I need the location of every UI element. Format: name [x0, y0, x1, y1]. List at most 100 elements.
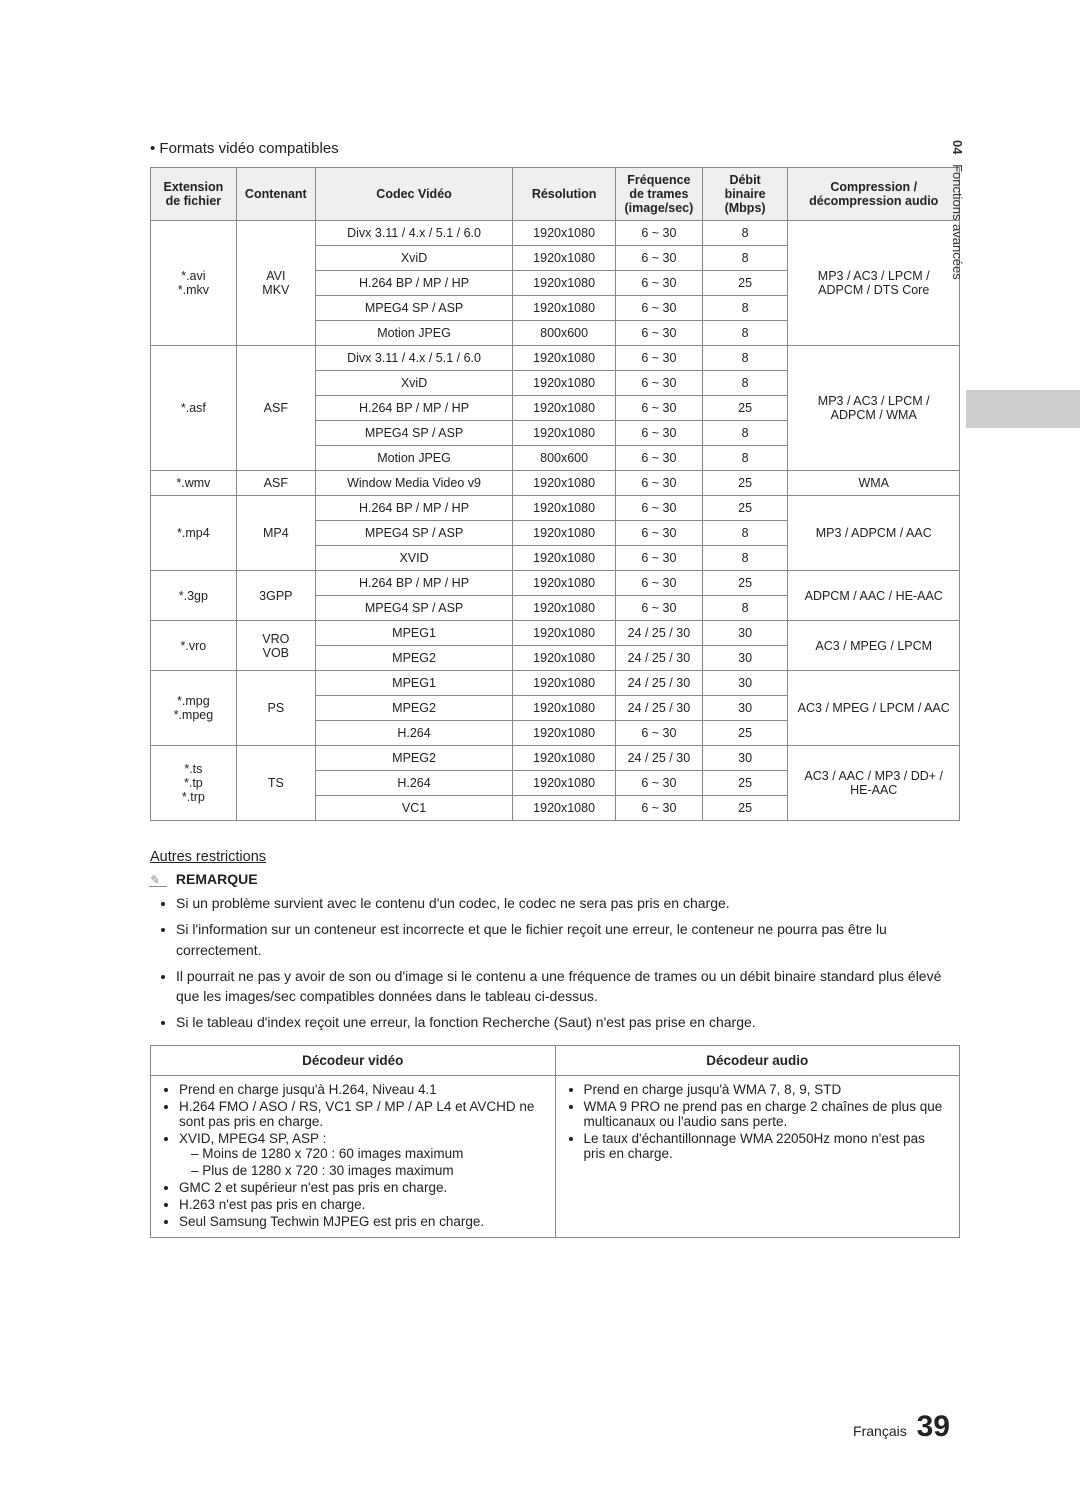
cell-mbps: 25	[702, 796, 788, 821]
audio-decoder-header: Décodeur audio	[555, 1045, 960, 1075]
cell-container: AVIMKV	[236, 221, 315, 346]
cell-extension: *.wmv	[151, 471, 237, 496]
video-decoder-cell: Prend en charge jusqu'à H.264, Niveau 4.…	[151, 1075, 556, 1237]
cell-fps: 6 ~ 30	[616, 371, 703, 396]
cell-mbps: 8	[702, 246, 788, 271]
cell-mbps: 25	[702, 721, 788, 746]
cell-extension: *.ts*.tp*.trp	[151, 746, 237, 821]
table-row: *.vroVROVOBMPEG11920x108024 / 25 / 3030A…	[151, 621, 960, 646]
other-restrictions-title: Autres restrictions	[150, 849, 960, 865]
cell-mbps: 8	[702, 296, 788, 321]
cell-fps: 6 ~ 30	[616, 496, 703, 521]
cell-res: 1920x1080	[513, 271, 616, 296]
cell-vcodec: MPEG1	[315, 621, 512, 646]
col-resolution: Résolution	[513, 168, 616, 221]
table-row: *.avi*.mkvAVIMKVDivx 3.11 / 4.x / 5.1 / …	[151, 221, 960, 246]
cell-vcodec: MPEG4 SP / ASP	[315, 421, 512, 446]
cell-vcodec: MPEG1	[315, 671, 512, 696]
decoder-item: Seul Samsung Techwin MJPEG est pris en c…	[179, 1214, 545, 1229]
col-container: Contenant	[236, 168, 315, 221]
cell-mbps: 8	[702, 321, 788, 346]
cell-container: PS	[236, 671, 315, 746]
cell-res: 1920x1080	[513, 796, 616, 821]
cell-res: 1920x1080	[513, 221, 616, 246]
cell-extension: *.mp4	[151, 496, 237, 571]
decoder-item: Prend en charge jusqu'à WMA 7, 8, 9, STD	[584, 1082, 950, 1097]
cell-res: 1920x1080	[513, 546, 616, 571]
cell-mbps: 25	[702, 271, 788, 296]
cell-res: 1920x1080	[513, 696, 616, 721]
cell-fps: 6 ~ 30	[616, 796, 703, 821]
cell-res: 1920x1080	[513, 721, 616, 746]
audio-decoder-cell: Prend en charge jusqu'à WMA 7, 8, 9, STD…	[555, 1075, 960, 1237]
remarque-text: REMARQUE	[176, 871, 258, 887]
video-decoder-header: Décodeur vidéo	[151, 1045, 556, 1075]
cell-mbps: 8	[702, 596, 788, 621]
cell-fps: 6 ~ 30	[616, 596, 703, 621]
cell-fps: 6 ~ 30	[616, 221, 703, 246]
col-ext: Extension de fichier	[151, 168, 237, 221]
cell-vcodec: H.264 BP / MP / HP	[315, 396, 512, 421]
cell-mbps: 25	[702, 396, 788, 421]
cell-vcodec: MPEG4 SP / ASP	[315, 596, 512, 621]
cell-audio-codec: AC3 / MPEG / LPCM	[788, 621, 960, 671]
cell-container: TS	[236, 746, 315, 821]
restrictions-notes-list: Si un problème survient avec le contenu …	[176, 893, 960, 1033]
cell-fps: 24 / 25 / 30	[616, 696, 703, 721]
footer-page-number: 39	[917, 1410, 950, 1443]
cell-fps: 6 ~ 30	[616, 271, 703, 296]
cell-fps: 6 ~ 30	[616, 771, 703, 796]
cell-vcodec: H.264	[315, 721, 512, 746]
cell-fps: 24 / 25 / 30	[616, 621, 703, 646]
cell-mbps: 8	[702, 521, 788, 546]
note-item: Si un problème survient avec le contenu …	[176, 893, 960, 913]
cell-fps: 6 ~ 30	[616, 546, 703, 571]
remarque-label: ✎ REMARQUE	[150, 871, 960, 887]
cell-fps: 6 ~ 30	[616, 521, 703, 546]
cell-res: 1920x1080	[513, 421, 616, 446]
cell-vcodec: XviD	[315, 371, 512, 396]
cell-vcodec: Divx 3.11 / 4.x / 5.1 / 6.0	[315, 221, 512, 246]
table-row: *.wmvASFWindow Media Video v91920x10806 …	[151, 471, 960, 496]
cell-audio-codec: ADPCM / AAC / HE-AAC	[788, 571, 960, 621]
decoder-item: Le taux d'échantillonnage WMA 22050Hz mo…	[584, 1131, 950, 1161]
decoders-table: Décodeur vidéo Décodeur audio Prend en c…	[150, 1045, 960, 1238]
cell-audio-codec: MP3 / AC3 / LPCM / ADPCM / WMA	[788, 346, 960, 471]
col-framerate: Fréquence de trames (image/sec)	[616, 168, 703, 221]
cell-vcodec: H.264 BP / MP / HP	[315, 271, 512, 296]
note-item: Si le tableau d'index reçoit une erreur,…	[176, 1012, 960, 1032]
cell-vcodec: H.264 BP / MP / HP	[315, 571, 512, 596]
cell-audio-codec: MP3 / ADPCM / AAC	[788, 496, 960, 571]
cell-vcodec: Motion JPEG	[315, 321, 512, 346]
cell-vcodec: MPEG4 SP / ASP	[315, 521, 512, 546]
cell-vcodec: MPEG2	[315, 696, 512, 721]
decoder-item: XVID, MPEG4 SP, ASP :Moins de 1280 x 720…	[179, 1131, 545, 1178]
cell-vcodec: MPEG2	[315, 746, 512, 771]
cell-vcodec: XVID	[315, 546, 512, 571]
cell-res: 1920x1080	[513, 571, 616, 596]
note-icon: ✎	[149, 873, 169, 887]
cell-mbps: 25	[702, 496, 788, 521]
table-row: *.3gp3GPPH.264 BP / MP / HP1920x10806 ~ …	[151, 571, 960, 596]
cell-audio-codec: AC3 / MPEG / LPCM / AAC	[788, 671, 960, 746]
cell-mbps: 8	[702, 546, 788, 571]
decoder-item: GMC 2 et supérieur n'est pas pris en cha…	[179, 1180, 545, 1195]
cell-mbps: 8	[702, 221, 788, 246]
cell-vcodec: H.264	[315, 771, 512, 796]
decoder-subitem: Moins de 1280 x 720 : 60 images maximum	[191, 1146, 545, 1161]
cell-res: 1920x1080	[513, 346, 616, 371]
cell-container: ASF	[236, 346, 315, 471]
cell-vcodec: H.264 BP / MP / HP	[315, 496, 512, 521]
cell-container: VROVOB	[236, 621, 315, 671]
cell-res: 1920x1080	[513, 521, 616, 546]
cell-res: 800x600	[513, 321, 616, 346]
cell-fps: 24 / 25 / 30	[616, 671, 703, 696]
cell-audio-codec: WMA	[788, 471, 960, 496]
decoder-item: H.264 FMO / ASO / RS, VC1 SP / MP / AP L…	[179, 1099, 545, 1129]
cell-mbps: 8	[702, 446, 788, 471]
decoder-item: Prend en charge jusqu'à H.264, Niveau 4.…	[179, 1082, 545, 1097]
decoder-subitem: Plus de 1280 x 720 : 30 images maximum	[191, 1163, 545, 1178]
cell-mbps: 30	[702, 671, 788, 696]
cell-res: 1920x1080	[513, 621, 616, 646]
col-vcodec: Codec Vidéo	[315, 168, 512, 221]
